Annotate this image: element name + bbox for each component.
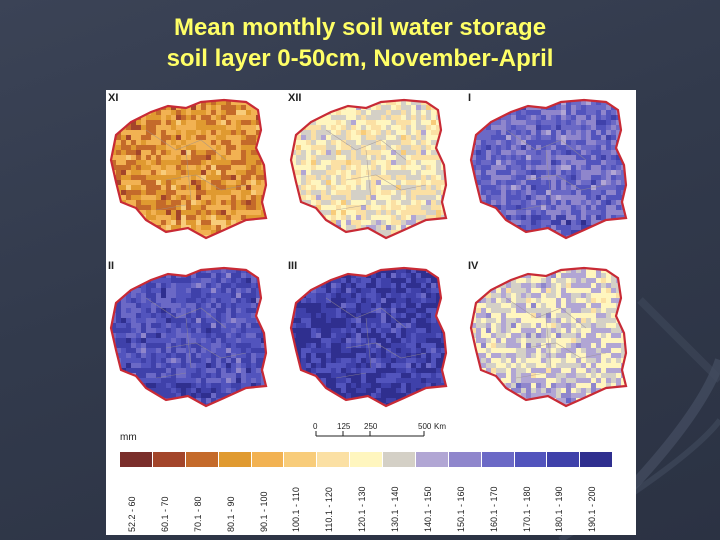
province-boundaries <box>145 129 247 211</box>
legend-item: 100.1 - 110 <box>284 452 318 532</box>
legend-item: 130.1 - 140 <box>383 452 416 532</box>
scale-tick: 125 <box>337 422 351 431</box>
legend-label: 120.1 - 130 <box>357 486 368 532</box>
scale-unit: Km <box>434 422 446 431</box>
legend-label: 160.1 - 170 <box>488 486 499 532</box>
legend-label: 80.1 - 90 <box>225 496 236 532</box>
legend-item: 170.1 - 180 <box>514 452 548 532</box>
legend-swatch <box>448 452 482 467</box>
map-panel-i: I <box>466 90 638 250</box>
legend-swatch <box>317 452 351 467</box>
legend-swatch <box>284 452 318 467</box>
scale-tick: 250 <box>364 422 378 431</box>
legend: 52.2 - 60 60.1 - 70 70.1 - 80 80.1 - 90 90.1… <box>120 452 614 532</box>
map-panel-ii: II <box>106 258 278 418</box>
legend-swatch <box>218 452 252 467</box>
legend-label: 170.1 - 180 <box>521 486 532 532</box>
legend-item: 150.1 - 160 <box>448 452 482 532</box>
legend-label: 52.2 - 60 <box>127 496 137 532</box>
country-border <box>289 98 448 240</box>
map-panel-iii: III <box>286 258 458 418</box>
soil-water-raster <box>469 266 628 408</box>
legend-swatch <box>514 452 548 467</box>
map-panel-xii: XII <box>286 90 458 250</box>
legend-swatch <box>481 452 515 467</box>
legend-swatch <box>415 452 449 467</box>
province-boundaries <box>325 297 427 379</box>
panel-label: III <box>288 260 298 272</box>
legend-item: 70.1 - 80 <box>185 452 219 532</box>
soil-water-raster <box>109 98 268 240</box>
legend-label: 190.1 - 200 <box>587 486 598 532</box>
legend-swatch <box>580 452 614 467</box>
legend-label: 110.1 - 120 <box>324 487 335 532</box>
legend-swatch <box>152 452 186 467</box>
panel-label: IV <box>468 260 479 272</box>
country-border <box>469 266 628 408</box>
legend-swatch <box>547 452 581 467</box>
legend-swatch <box>383 452 416 467</box>
legend-unit: mm <box>120 432 137 443</box>
legend-item: 120.1 - 130 <box>350 452 383 532</box>
country-border <box>289 266 448 408</box>
legend-label: 180.1 - 190 <box>554 486 565 532</box>
panel-label: I <box>468 92 472 104</box>
province-boundaries <box>325 129 427 211</box>
soil-water-raster <box>289 98 448 240</box>
map-figure: XI XII I II III IV 0 125 250 500 Km mm 5… <box>106 90 636 535</box>
country-border <box>109 98 268 240</box>
legend-label: 100.1 - 110 <box>291 487 302 532</box>
scale-tick: 500 <box>418 422 432 431</box>
legend-swatch <box>350 452 383 467</box>
legend-label: 140.1 - 150 <box>422 486 433 532</box>
legend-item: 160.1 - 170 <box>481 452 515 532</box>
legend-label: 150.1 - 160 <box>455 486 466 532</box>
title-line-1: Mean monthly soil water storage <box>173 14 547 41</box>
soil-water-raster <box>109 266 268 408</box>
legend-item: 190.1 - 200 <box>580 452 614 532</box>
scale-bar: 0 125 250 500 Km <box>313 422 446 437</box>
legend-item: 80.1 - 90 <box>218 452 252 532</box>
soil-water-raster <box>289 266 448 408</box>
legend-swatch <box>251 452 285 467</box>
country-border <box>109 266 268 408</box>
legend-swatch <box>185 452 219 467</box>
legend-item: 180.1 - 190 <box>547 452 581 532</box>
panel-label: II <box>108 260 115 272</box>
scale-tick: 0 <box>313 422 318 431</box>
legend-item: 60.1 - 70 <box>152 452 186 532</box>
country-border <box>469 98 628 240</box>
panel-label: XII <box>288 92 302 104</box>
province-boundaries <box>145 297 247 379</box>
slide-title: Mean monthly soil water storage soil lay… <box>0 12 720 74</box>
legend-swatch <box>120 452 153 467</box>
soil-water-raster <box>469 98 628 240</box>
legend-item: 52.2 - 60 <box>120 452 153 532</box>
title-line-2: soil layer 0-50cm, November-April <box>166 45 554 72</box>
legend-item: 140.1 - 150 <box>415 452 449 532</box>
legend-label: 90.1 - 100 <box>258 491 269 532</box>
legend-label: 130.1 - 140 <box>390 486 400 532</box>
panel-label: XI <box>108 92 119 104</box>
legend-item: 90.1 - 100 <box>251 452 285 532</box>
map-panel-iv: IV <box>466 258 638 418</box>
province-boundaries <box>505 129 607 211</box>
legend-label: 70.1 - 80 <box>192 496 203 532</box>
legend-label: 60.1 - 70 <box>159 496 170 532</box>
province-boundaries <box>505 297 607 379</box>
legend-item: 110.1 - 120 <box>317 452 351 532</box>
map-panel-xi: XI <box>106 90 278 250</box>
